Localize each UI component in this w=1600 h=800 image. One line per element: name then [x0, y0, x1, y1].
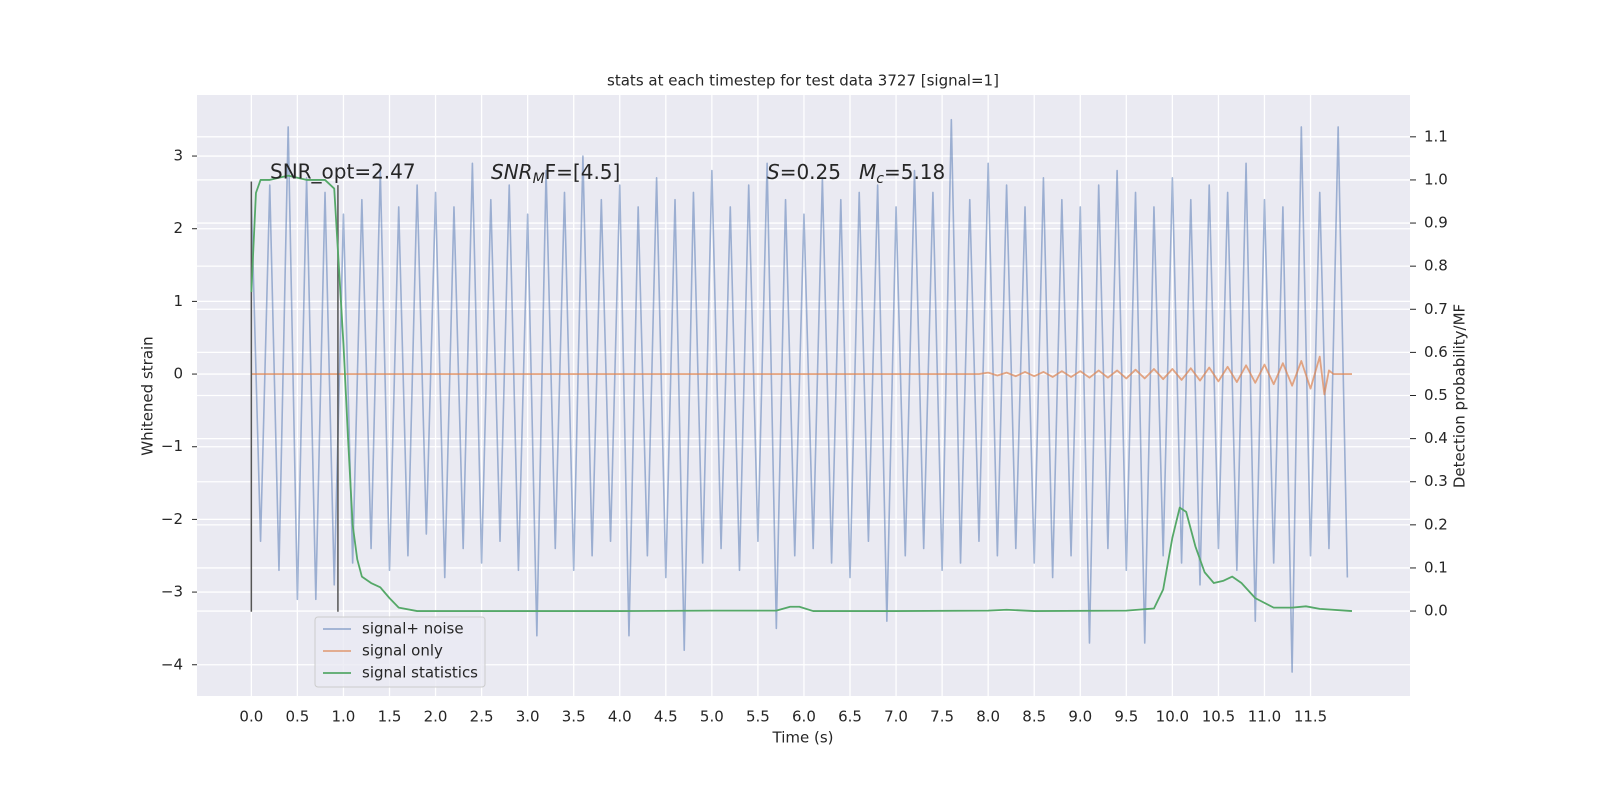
series-line [250, 118, 1349, 673]
y2-tick-label: 0.8 [1424, 257, 1448, 275]
y2-tick-label: 1.1 [1424, 127, 1448, 145]
y-tick-label: 0 [173, 365, 183, 383]
marks [250, 118, 1353, 673]
y2-tick-label: 0.3 [1424, 472, 1448, 490]
y-tick-label: −3 [161, 583, 183, 601]
y2-tick-label: 0.5 [1424, 386, 1448, 404]
legend-label: signal+ noise [362, 620, 464, 638]
x-axis-label: Time (s) [772, 729, 834, 747]
y-tick-label: −2 [161, 510, 183, 528]
annotation: S=0.25 [767, 160, 841, 184]
y2-tick-label: 0.6 [1424, 343, 1448, 361]
x-tick-label: 0.5 [285, 708, 309, 726]
x-tick-label: 10.5 [1202, 708, 1235, 726]
x-tick-label: 2.5 [470, 708, 494, 726]
annotation-part: S [767, 160, 780, 184]
y-tick-label: −4 [161, 655, 183, 673]
x-tick-label: 1.5 [378, 708, 402, 726]
annotation: SNRMF=[4.5] [491, 160, 620, 188]
x-tick-label: 8.5 [1022, 708, 1046, 726]
x-tick-label: 5.0 [700, 708, 724, 726]
x-tick-label: 9.5 [1114, 708, 1138, 726]
series-line [250, 174, 1353, 612]
y2-tick-label: 0.7 [1424, 300, 1448, 318]
x-tick-label: 10.0 [1156, 708, 1189, 726]
x-tick-label: 4.0 [608, 708, 632, 726]
x-tick-label: 5.5 [746, 708, 770, 726]
y2-tick-label: 1.0 [1424, 170, 1448, 188]
x-tick-label: 7.5 [930, 708, 954, 726]
x-tick-label: 3.5 [562, 708, 586, 726]
legend: signal+ noise signal only signal statistic… [314, 616, 486, 688]
x-tick-label: 11.5 [1294, 708, 1327, 726]
x-tick-label: 7.0 [884, 708, 908, 726]
x-tick-label: 3.0 [516, 708, 540, 726]
legend-label: signal statistics [362, 664, 478, 682]
annotation-part: =5.18 [884, 160, 945, 184]
x-tick-label: 4.5 [654, 708, 678, 726]
y2-tick-label: 0.1 [1424, 558, 1448, 576]
annotation: SNR_opt=2.47 [270, 160, 416, 184]
annotation-part: SNR [491, 160, 533, 184]
x-tick-label: 0.0 [239, 708, 263, 726]
annotation-sub: M [533, 171, 545, 187]
x-tick-label: 11.0 [1248, 708, 1281, 726]
y-tick-label: 3 [173, 147, 183, 165]
y2-tick-label: 0.2 [1424, 515, 1448, 533]
chart-title: stats at each timestep for test data 372… [607, 72, 999, 90]
annotation-part: M [859, 160, 876, 184]
x-tick-label: 2.0 [424, 708, 448, 726]
x-tick-label: 6.0 [792, 708, 816, 726]
y-tick-label: 2 [173, 219, 183, 237]
x-tick-label: 6.5 [838, 708, 862, 726]
annotation-part: F=[4.5] [545, 160, 621, 184]
y-tick-label: −1 [161, 437, 183, 455]
y2-tick-label: 0.0 [1424, 602, 1448, 620]
y2-tick-label: 0.9 [1424, 214, 1448, 232]
legend-label: signal only [362, 642, 443, 660]
annotation-part: =0.25 [780, 160, 841, 184]
y2-tick-label: 0.4 [1424, 429, 1448, 447]
y-tick-label: 1 [173, 292, 183, 310]
y-axis-label: Whitened strain [139, 336, 157, 455]
legend-box [314, 616, 486, 688]
y2-axis-label: Detection probability/MF [1451, 304, 1469, 488]
x-tick-label: 9.0 [1068, 708, 1092, 726]
annotation: Mc=5.18 [859, 160, 945, 188]
annotation-sub: c [876, 171, 884, 187]
series-line [251, 355, 1352, 396]
x-tick-label: 8.0 [976, 708, 1000, 726]
x-tick-label: 1.0 [332, 708, 356, 726]
